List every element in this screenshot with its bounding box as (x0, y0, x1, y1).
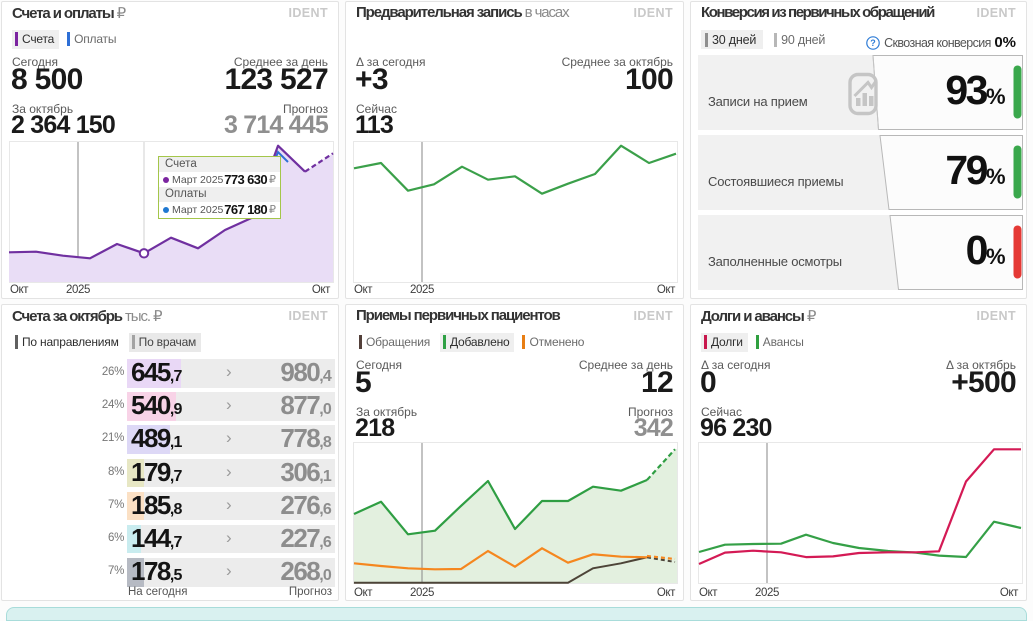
svg-text:?: ? (870, 38, 876, 48)
